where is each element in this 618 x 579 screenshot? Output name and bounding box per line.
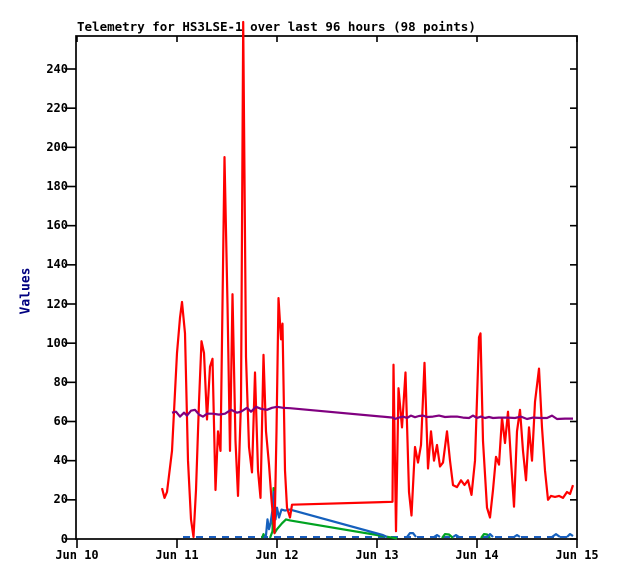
telemetry-channel-blue-line xyxy=(263,490,388,539)
telemetry-channel-red-line xyxy=(160,20,575,539)
telemetry-channel-blue-line xyxy=(551,533,561,538)
telemetry-channel-blue-line xyxy=(406,532,417,538)
telemetry-channel-blue-line xyxy=(513,534,521,538)
telemetry-channel-green-line xyxy=(441,533,454,539)
telemetry-channel-blue-line xyxy=(486,533,494,538)
telemetry-channel-purple-line xyxy=(171,405,573,421)
telemetry-channel-blue-line xyxy=(566,533,574,538)
telemetry-channel-blue-line xyxy=(452,534,460,538)
chart-title: Telemetry for HS3LSE-1 over last 96 hour… xyxy=(77,19,476,34)
y-axis-label: Values xyxy=(18,267,34,315)
telemetry-channel-blue-line xyxy=(433,534,441,538)
plot-border xyxy=(75,35,578,540)
